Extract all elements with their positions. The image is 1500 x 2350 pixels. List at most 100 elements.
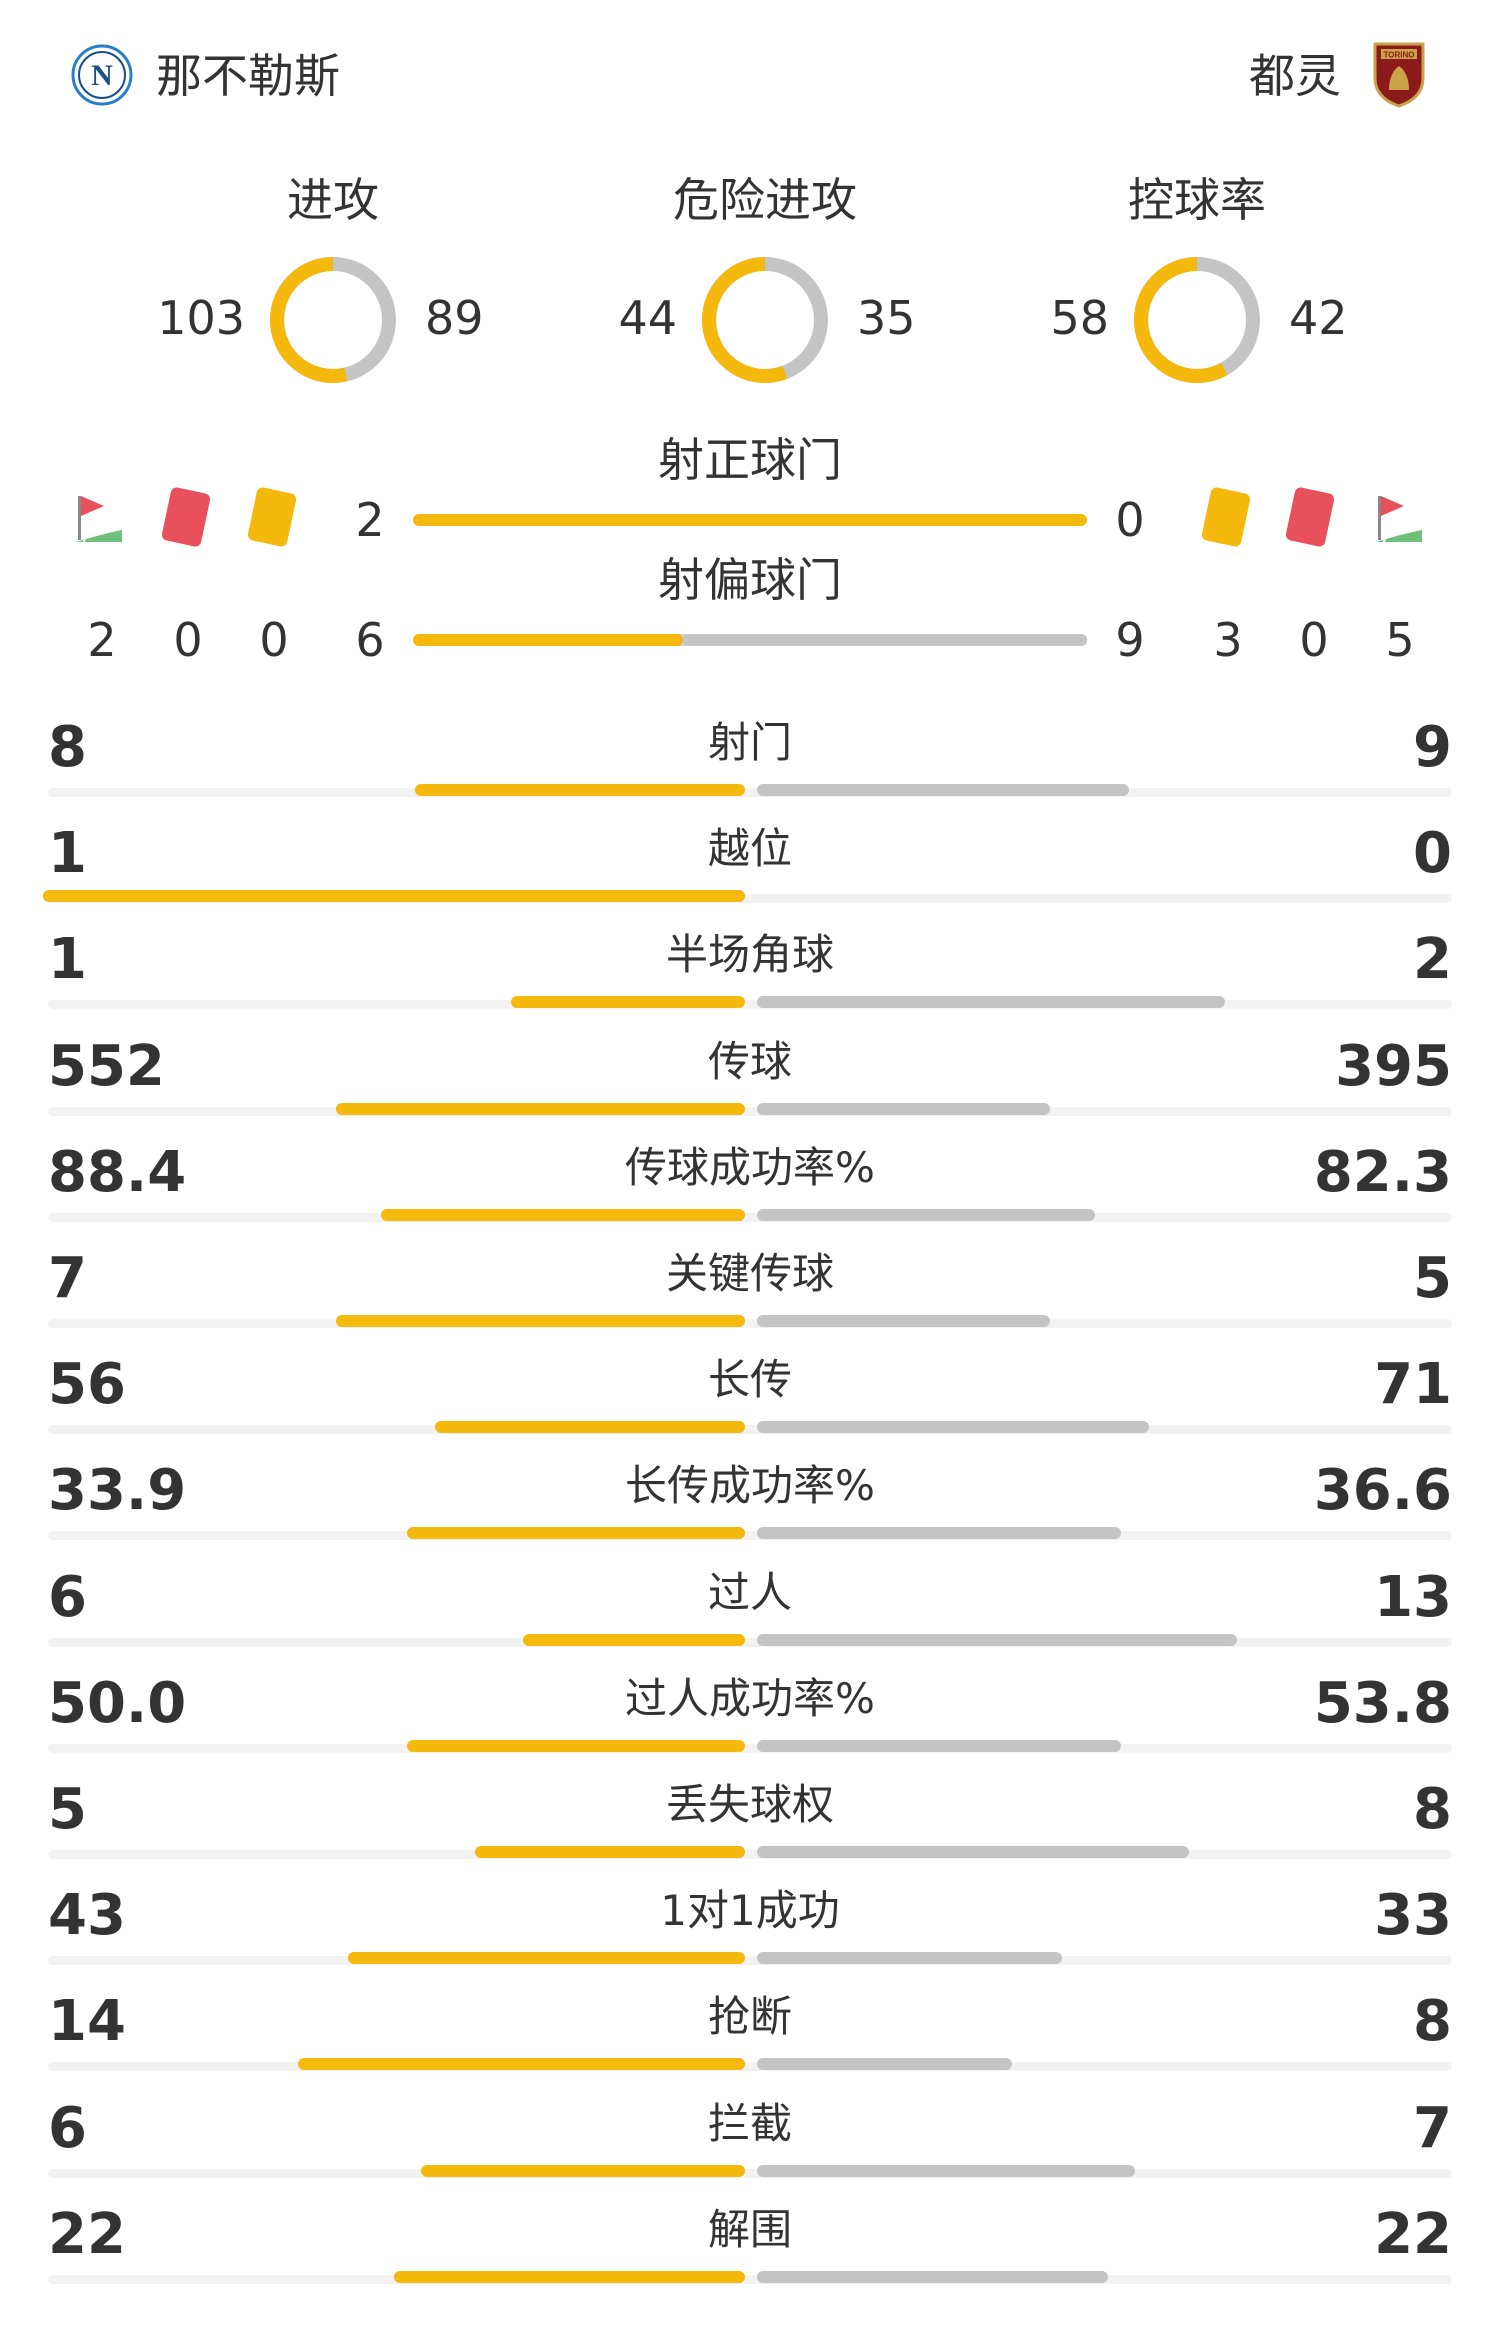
stat-label: 越位 xyxy=(707,824,792,874)
stat-home-value: 1 xyxy=(48,927,87,993)
stat-row: 56 长传 71 xyxy=(0,1345,1500,1451)
home-red-cards-count: 0 xyxy=(173,613,203,667)
stat-track xyxy=(48,1000,1452,1010)
home-shots-on-target: 2 xyxy=(355,493,385,547)
stat-label: 长传成功率% xyxy=(625,1461,875,1511)
stat-away-bar xyxy=(757,1846,1189,1858)
donut-home-arc xyxy=(702,257,828,383)
stat-track xyxy=(48,2168,1452,2178)
away-yellow-card-icon xyxy=(1200,486,1252,548)
stat-track xyxy=(48,1850,1452,1859)
stat-away-bar xyxy=(757,1315,1050,1327)
stat-away-value: 8 xyxy=(1413,1989,1452,2055)
stat-home-value: 8 xyxy=(48,715,87,780)
stat-away-value: 8 xyxy=(1413,1777,1452,1842)
donut-ring xyxy=(270,257,396,383)
stat-away-value: 71 xyxy=(1374,1352,1452,1418)
stat-label: 射门 xyxy=(707,718,792,767)
stat-away-bar xyxy=(757,1633,1238,1646)
stat-home-value: 14 xyxy=(48,1989,126,2055)
shots-on-target-title: 射正球门 xyxy=(658,433,842,487)
stat-home-bar xyxy=(414,784,745,796)
stat-home-bar xyxy=(421,2164,745,2177)
stat-home-value: 50.0 xyxy=(48,1670,187,1736)
stat-away-bar xyxy=(757,1952,1062,1965)
donut-home-value: 58 xyxy=(1050,291,1109,345)
stat-track xyxy=(48,1425,1452,1435)
donut-home-arc xyxy=(1134,257,1260,383)
away-team-name: 都灵 xyxy=(1249,49,1341,103)
shots-on-target-bar xyxy=(413,514,1087,526)
stat-home-value: 1 xyxy=(48,821,87,887)
stat-away-bar xyxy=(757,1527,1122,1540)
stat-away-value: 7 xyxy=(1413,2095,1452,2161)
donut-title: 危险进攻 xyxy=(673,173,857,227)
stat-home-value: 22 xyxy=(48,2201,126,2267)
stat-away-value: 0 xyxy=(1413,821,1452,887)
stat-track xyxy=(48,2062,1452,2072)
home-red-card-icon xyxy=(160,486,212,548)
away-yellow-cards-count: 3 xyxy=(1213,613,1243,667)
stat-label: 半场角球 xyxy=(665,930,834,980)
shots-off-target-home-fill xyxy=(413,634,683,646)
stat-row: 1 越位 0 xyxy=(0,814,1500,920)
donut-title: 控球率 xyxy=(1128,173,1266,227)
stat-home-bar xyxy=(475,1846,745,1858)
stat-home-bar xyxy=(435,1421,745,1434)
stat-away-bar xyxy=(757,784,1129,796)
stat-away-value: 2 xyxy=(1413,927,1452,993)
torino-logo-text: TORINO xyxy=(1384,51,1415,60)
stat-home-value: 5 xyxy=(48,1777,87,1842)
stat-track xyxy=(48,2274,1452,2284)
stat-label: 1对1成功 xyxy=(660,1886,840,1936)
stat-home-value: 552 xyxy=(48,1033,165,1099)
stat-away-bar xyxy=(757,996,1225,1009)
donut-home-value: 44 xyxy=(618,291,677,345)
stat-row: 88.4 传球成功率% 82.3 xyxy=(0,1133,1500,1239)
shots-off-target-away-fill xyxy=(682,634,1087,646)
stat-track xyxy=(48,1956,1452,1966)
stat-track xyxy=(48,1531,1452,1541)
home-yellow-cards-count: 0 xyxy=(259,613,289,667)
away-team-logo: TORINO xyxy=(1371,40,1427,108)
away-shots-on-target: 0 xyxy=(1115,493,1145,547)
stat-track xyxy=(48,1212,1452,1222)
stat-track xyxy=(48,1106,1452,1116)
stat-home-value: 88.4 xyxy=(48,1139,187,1205)
donut-ring xyxy=(702,257,828,383)
stat-row: 14 抢断 8 xyxy=(0,1982,1500,2088)
home-corner-flag-icon xyxy=(72,492,126,546)
stat-home-bar xyxy=(335,1102,745,1115)
away-shots-off-target: 9 xyxy=(1115,613,1145,667)
stat-label: 过人成功率% xyxy=(625,1673,875,1723)
napoli-crest-icon: N xyxy=(71,44,133,106)
home-team-logo: N xyxy=(71,44,133,106)
stat-away-value: 36.6 xyxy=(1313,1458,1452,1524)
stat-home-bar xyxy=(347,1952,745,1965)
stat-away-bar xyxy=(757,2164,1135,2177)
stat-row: 1 半场角球 2 xyxy=(0,920,1500,1026)
stat-row: 8 射门 9 xyxy=(0,708,1500,814)
torino-crest-icon: TORINO xyxy=(1373,42,1425,108)
donut-title: 进攻 xyxy=(287,173,379,227)
stat-row: 7 关键传球 5 xyxy=(0,1239,1500,1345)
stat-away-value: 82.3 xyxy=(1313,1139,1452,1205)
stat-label: 拦截 xyxy=(707,2098,792,2148)
stat-away-value: 395 xyxy=(1335,1033,1452,1099)
donut-home-arc xyxy=(270,257,396,383)
stat-away-bar xyxy=(757,1421,1150,1434)
stat-home-bar xyxy=(523,1633,745,1646)
donut-ring xyxy=(1134,257,1260,383)
stat-track xyxy=(48,894,1452,904)
stat-home-bar xyxy=(335,1315,745,1327)
stat-away-bar xyxy=(757,1208,1096,1221)
stat-home-bar xyxy=(407,1527,745,1540)
stat-home-bar xyxy=(43,890,745,903)
stat-away-value: 13 xyxy=(1374,1564,1452,1630)
away-corners-count: 5 xyxy=(1385,613,1415,667)
stat-away-bar xyxy=(757,1739,1121,1752)
stat-away-value: 22 xyxy=(1374,2201,1452,2267)
stat-home-bar xyxy=(298,2058,745,2071)
stat-away-bar xyxy=(757,1102,1050,1115)
stat-label: 抢断 xyxy=(707,1992,792,2042)
